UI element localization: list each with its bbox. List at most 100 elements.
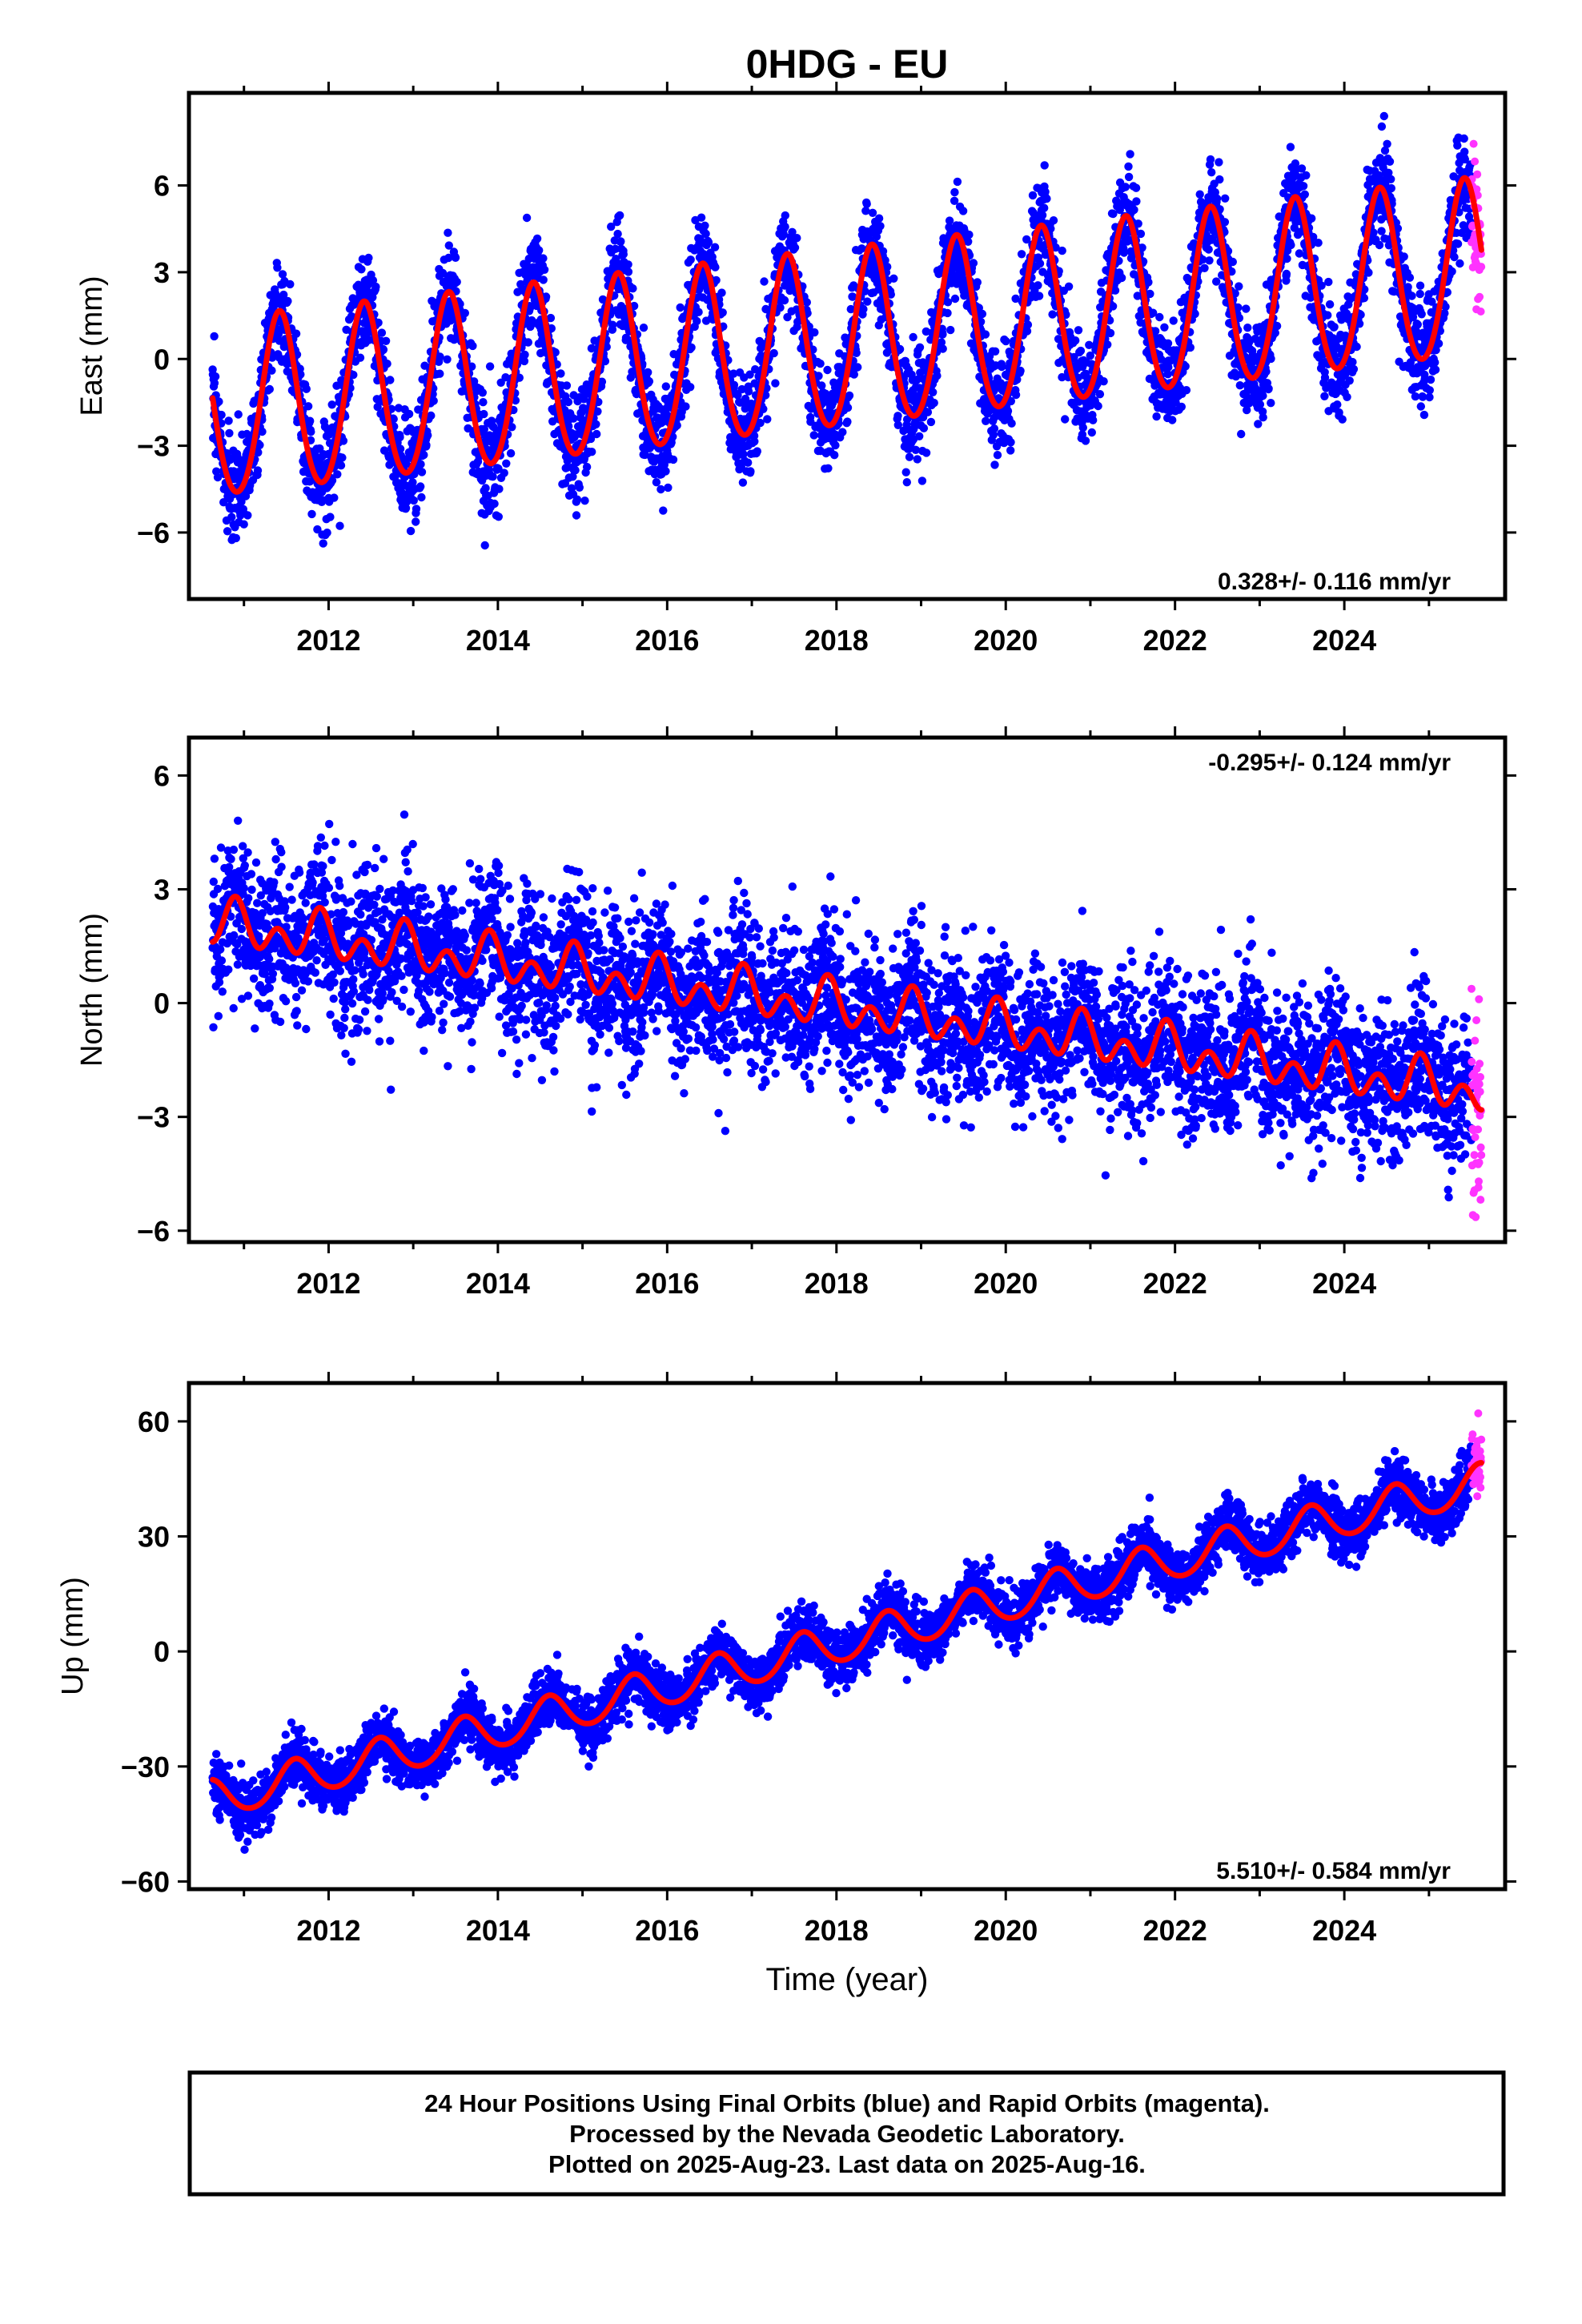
east-final-point [823,365,832,375]
east-final-point [831,440,840,450]
east-final-point [1431,365,1440,374]
east-final-point [1028,191,1038,200]
east-final-point [1130,205,1138,215]
east-final-point [644,368,652,377]
east-final-point [479,398,488,407]
east-final-point [444,253,453,263]
east-final-point [1415,281,1425,290]
east-final-point [1168,416,1177,424]
east-final-point [1003,407,1013,416]
east-final-point [793,234,801,243]
east-final-point [619,250,628,259]
east-final-point [271,288,279,298]
east-final-point [1061,415,1070,424]
east-final-point [1299,182,1308,191]
east-final-point [933,372,942,380]
east-final-point [224,416,233,425]
east-final-point [336,461,346,470]
east-final-point [1186,343,1195,352]
east-final-point [718,308,727,317]
east-final-point [945,216,954,225]
east-final-point [1287,240,1295,250]
east-final-point [575,483,584,492]
east-final-point [781,211,789,220]
east-final-point [1071,336,1080,345]
east-final-point [408,478,417,487]
east-final-point [905,452,914,461]
east-final-point [424,431,432,440]
east-final-point [661,467,670,476]
east-final-point [694,308,703,316]
east-final-point [279,290,288,300]
east-final-point [746,467,755,476]
east-final-point [1182,386,1191,395]
east-final-point [816,359,825,368]
east-final-point [1034,292,1044,300]
east-final-point [876,222,885,231]
east-final-point [953,177,962,187]
east-final-point [480,424,488,434]
east-final-point [412,517,420,526]
east-final-point [1416,402,1426,411]
east-final-point [608,320,617,329]
east-final-point [572,495,582,504]
east-final-point [1035,259,1045,268]
east-final-point [616,237,625,246]
east-final-point [468,341,477,351]
east-final-point [539,254,548,263]
east-final-point [1152,412,1161,421]
east-final-point [1002,336,1010,346]
east-final-point [602,343,611,352]
east-final-point [556,369,565,378]
east-final-point [564,397,573,407]
east-final-point [355,353,365,362]
east-final-point [853,363,862,372]
east-final-point [863,297,872,306]
east-final-point [1242,304,1251,313]
east-final-point [693,316,701,326]
east-final-point [480,541,489,550]
east-final-point [404,409,414,419]
east-final-point [364,253,373,263]
east-final-point [686,383,695,392]
east-final-point [1352,342,1361,352]
east-final-point [1383,139,1391,148]
east-final-point [686,255,695,264]
east-final-point [598,295,608,304]
east-final-point [652,478,661,487]
east-final-point [451,253,460,262]
east-final-point [993,451,1002,460]
east-final-point [541,292,551,301]
east-final-point [738,478,748,487]
east-final-point [843,417,852,426]
east-final-point [374,318,383,328]
east-final-point [592,429,601,439]
east-final-point [327,400,336,409]
east-final-point [923,408,933,416]
east-final-point [843,403,853,412]
east-final-point [1049,216,1058,225]
east-final-point [307,509,316,519]
east-final-point [664,483,673,493]
east-final-point [1160,323,1169,332]
east-final-point [921,448,931,457]
east-final-point [1364,268,1373,277]
east-final-point [760,277,769,286]
east-final-point [1307,214,1316,223]
east-final-point [389,415,398,424]
east-final-point [414,405,423,414]
east-final-point [824,464,833,472]
east-final-point [291,329,301,338]
east-final-point [488,472,497,481]
east-final-point [938,330,947,339]
east-final-point [258,427,267,436]
east-final-point [1206,155,1215,164]
east-final-point [893,412,902,420]
east-final-point [814,372,823,380]
east-final-point [1343,392,1351,401]
east-final-point [1345,376,1354,385]
east-final-point [1095,390,1105,399]
east-final-point [919,424,929,432]
